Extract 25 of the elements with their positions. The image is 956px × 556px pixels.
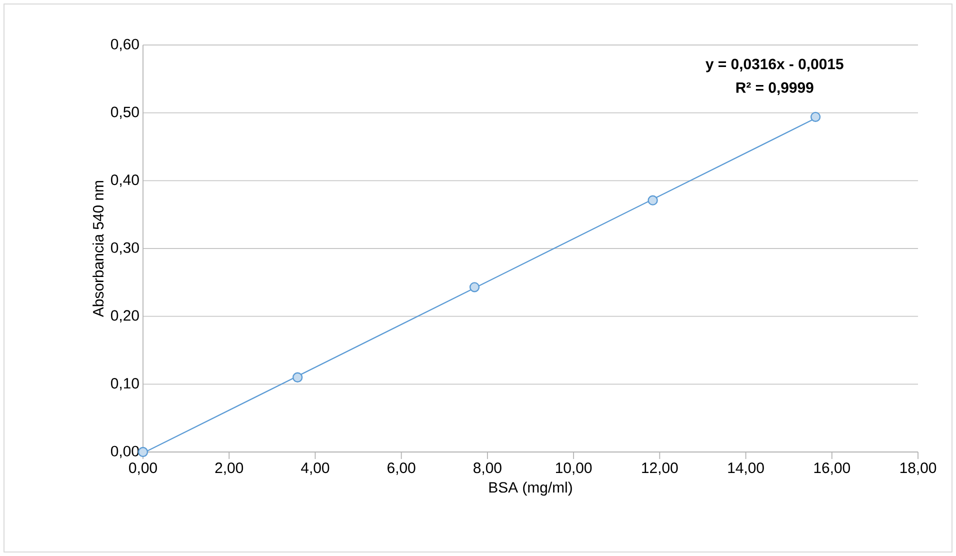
x-tick-label: 10,00 — [556, 462, 592, 475]
x-tick-label: 16,00 — [814, 462, 850, 475]
x-axis-title: BSA (mg/ml) — [489, 482, 572, 496]
point — [469, 282, 480, 292]
point — [810, 112, 821, 122]
y-tick-label: 0,60 — [110, 38, 139, 52]
y-tick-label: 0,10 — [110, 378, 139, 390]
y-tick-label: 0,50 — [110, 106, 139, 120]
x-tick-label: 14,00 — [728, 462, 764, 475]
x-tick-label: 8,00 — [474, 462, 502, 475]
annotation: R² = 0,9999 — [736, 82, 814, 96]
x-tick-label: 18,00 — [900, 462, 936, 475]
y-tick-label: 0,40 — [110, 174, 139, 187]
y-tick-label: 0,20 — [110, 310, 139, 322]
y-axis-title: Absorbancia 540 nm — [92, 180, 104, 318]
annotation: y = 0,0316x - 0,0015 — [706, 58, 844, 72]
x-tick-label: 6,00 — [388, 462, 416, 475]
point — [292, 372, 303, 382]
x-tick-label: 0,00 — [129, 462, 157, 475]
point — [648, 195, 658, 206]
x-tick-label: 4,00 — [301, 462, 330, 475]
x-tick-label: 2,00 — [215, 462, 244, 475]
x-tick-label: 12,00 — [642, 462, 678, 475]
y-tick-label: 0,00 — [110, 446, 139, 458]
y-tick-label: 0,30 — [110, 242, 139, 255]
